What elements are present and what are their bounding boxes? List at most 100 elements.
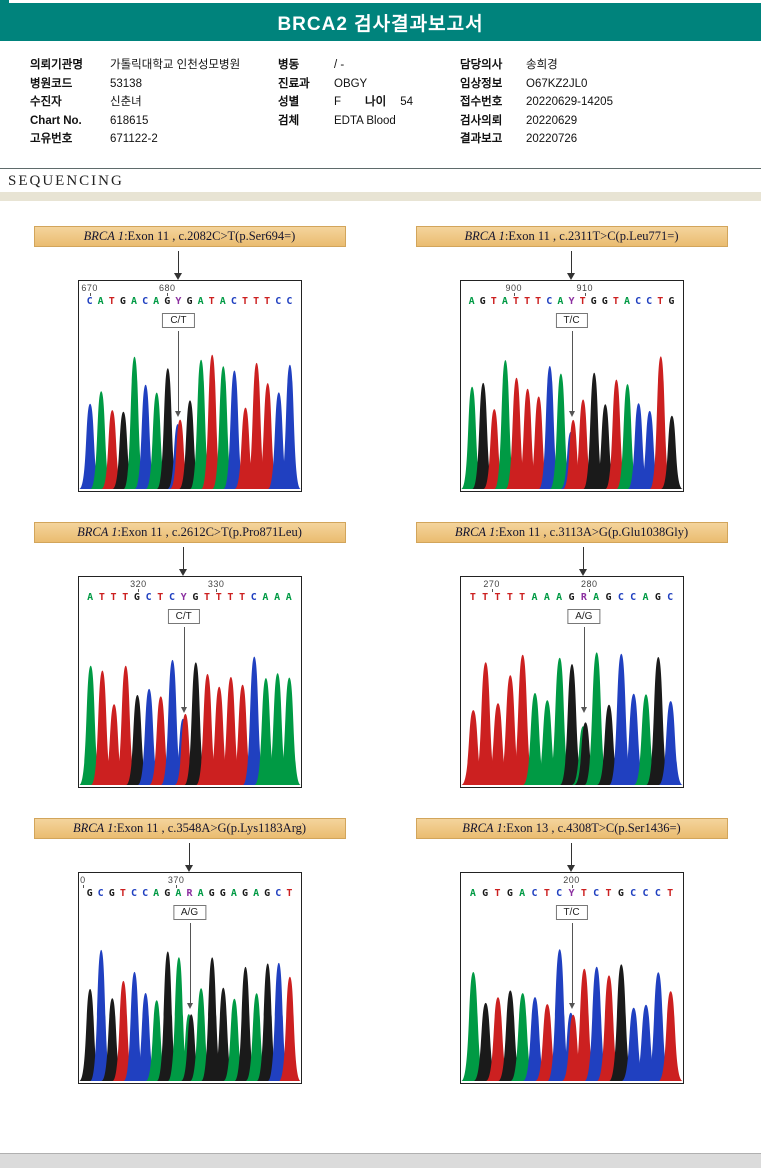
arrow-head-icon — [173, 273, 182, 280]
arrow-line — [571, 251, 572, 274]
base-letter: G — [119, 296, 126, 307]
base-letter: C — [130, 888, 138, 899]
base-letter: G — [164, 888, 171, 899]
patient-info-row: 의뢰기관명 가톨릭대학교 인천성모병원 — [30, 56, 278, 75]
base-letter: T — [524, 296, 531, 307]
base-letter: A — [642, 592, 649, 603]
base-letter: A — [262, 592, 269, 603]
position-number: 670 — [81, 283, 98, 293]
gene-name: BRCA 1 — [72, 821, 114, 835]
variant-call-box: A/G — [172, 905, 207, 920]
field-value: 20220629-14205 — [526, 96, 613, 108]
variant-title-bar: BRCA 1 : Exon 11 , c.2612C>T(p.Pro871Leu… — [33, 522, 346, 543]
base-letter: T — [286, 888, 293, 899]
panels-grid: BRCA 1 : Exon 11 , c.2082C>T(p.Ser694=) … — [0, 226, 761, 1114]
field-value: 54 — [400, 96, 413, 108]
field-label: 결과보고 — [460, 133, 503, 145]
position-number: 680 — [159, 283, 176, 293]
field-value: 20220726 — [526, 133, 578, 145]
field-label: 성별 — [278, 96, 300, 108]
base-letter: T — [110, 592, 117, 603]
arrow-head-icon — [579, 569, 588, 576]
base-letter: T — [264, 296, 271, 307]
field-label: 검체 — [278, 114, 300, 127]
base-letter: T — [157, 592, 164, 603]
base-letter: C — [250, 592, 257, 603]
base-letter: Y — [180, 592, 187, 603]
base-letter: T — [605, 888, 612, 899]
base-letter: C — [667, 592, 674, 603]
base-letter: A — [153, 296, 160, 307]
base-letter: A — [130, 296, 138, 307]
base-letter: G — [482, 888, 489, 899]
position-number: 280 — [580, 579, 598, 589]
arrow-line — [571, 843, 572, 866]
position-number: 320 — [130, 579, 147, 589]
position-ruler: 0 370 — [79, 875, 301, 888]
patient-info-row: Chart No. 618615 — [30, 112, 278, 131]
field-value: 20220629 — [526, 114, 578, 127]
variant-panel: BRCA 1 : Exon 11 , c.2311T>C(p.Leu771=) … — [386, 226, 758, 492]
variant-panel: BRCA 1 : Exon 11 , c.3113A>G(p.Glu1038Gl… — [386, 522, 758, 788]
variant-arrow — [173, 251, 183, 280]
field-value: O67KZ2JL0 — [526, 77, 588, 90]
base-letter: G — [617, 888, 624, 899]
position-ruler: 270 280 — [461, 579, 683, 592]
base-letter: G — [506, 888, 513, 899]
base-letter: A — [253, 888, 260, 899]
variant-panel: BRCA 1 : Exon 11 , c.3548A>G(p.Lys1183Ar… — [4, 818, 376, 1084]
variant-title-bar: BRCA 1 : Exon 11 , c.2082C>T(p.Ser694=) — [33, 226, 346, 247]
patient-info-row: 검체 EDTA Blood — [278, 112, 460, 131]
gene-name: BRCA 1 — [464, 229, 505, 243]
report-title: BRCA2 검사결과보고서 — [277, 13, 484, 35]
base-letter: C — [275, 296, 282, 307]
field-value: 가톨릭대학교 인천성모병원 — [110, 59, 241, 71]
variant-panel: BRCA 1 : Exon 13 , c.4308T>C(p.Ser1436=)… — [386, 818, 758, 1084]
ruler-tick — [216, 589, 218, 592]
field-value: EDTA Blood — [334, 114, 396, 127]
variant-panel: BRCA 1 : Exon 11 , c.2612C>T(p.Pro871Leu… — [4, 522, 376, 788]
variant-title-bar: BRCA 1 : Exon 11 , c.3548A>G(p.Lys1183Ar… — [33, 818, 346, 839]
base-letter: C — [546, 296, 553, 307]
variant-pointer-line — [175, 331, 182, 417]
base-letter: T — [241, 296, 249, 307]
base-letter: C — [230, 296, 237, 307]
variant-pointer-line — [180, 627, 187, 713]
variant-description: Exon 11 , c.2082C>T(p.Ser694=) — [127, 229, 296, 243]
base-letter: A — [230, 888, 237, 899]
arrow-line — [189, 843, 190, 866]
variant-panel: BRCA 1 : Exon 11 , c.2082C>T(p.Ser694=) … — [4, 226, 376, 492]
base-letter: A — [197, 296, 204, 307]
base-letter: A — [285, 592, 292, 603]
base-letter: A — [468, 296, 475, 307]
base-letter: T — [208, 296, 215, 307]
base-letter: T — [490, 296, 497, 307]
title-separator: : — [117, 525, 121, 539]
variant-title-bar: BRCA 1 : Exon 11 , c.2311T>C(p.Leu771=) — [415, 226, 728, 247]
base-letter: A — [274, 592, 281, 603]
base-letter: T — [494, 592, 501, 603]
base-letter: G — [590, 296, 597, 307]
field-value: 53138 — [110, 77, 142, 90]
arrow-head-icon — [567, 273, 575, 280]
base-letter: A — [556, 592, 563, 603]
base-letter: C — [635, 296, 642, 307]
position-number: 910 — [576, 283, 594, 293]
variant-description: Exon 11 , c.3113A>G(p.Glu1038Gly) — [498, 525, 689, 539]
patient-info-row: 접수번호 20220629-14205 — [460, 93, 613, 112]
base-letter: T — [253, 296, 260, 307]
base-letter: A — [623, 296, 631, 307]
title-separator: : — [495, 525, 499, 539]
base-letter: G — [108, 888, 115, 899]
base-letter: T — [657, 296, 664, 307]
base-letter: T — [506, 592, 513, 603]
section-divider — [0, 168, 761, 169]
field-label: 수진자 — [30, 96, 62, 108]
patient-info-row: 진료과 OBGY — [278, 75, 460, 94]
patient-info-row: 고유번호 671122-2 — [30, 130, 278, 149]
base-letter: G — [86, 888, 93, 899]
field-value: 신춘녀 — [110, 96, 142, 108]
